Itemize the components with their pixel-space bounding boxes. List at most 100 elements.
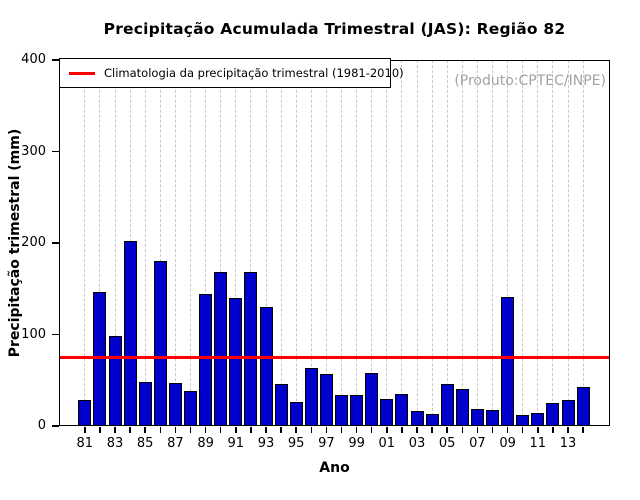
x-tick-94 [280,427,282,433]
gridline-91 [235,60,237,426]
gridline-07 [476,60,478,426]
bar-05 [440,383,454,426]
x-tick-91 [235,427,237,433]
x-tick-label-03: 03 [408,436,426,451]
gridline-93 [265,60,267,426]
x-tick-84 [129,427,131,433]
gridline-01 [386,60,388,426]
x-tick-86 [159,427,162,433]
bar-94 [274,383,288,426]
x-tick-00 [370,427,373,433]
gridline-95 [295,60,297,426]
x-tick-label-07: 07 [469,436,486,451]
gridline-96 [310,60,312,426]
bar-81 [78,400,92,426]
bar-98 [335,394,348,426]
x-tick-96 [310,427,313,433]
bar-85 [138,382,152,426]
x-tick-label-93: 93 [257,436,275,451]
bar-06 [455,388,469,426]
gridline-04 [431,60,433,426]
bar-96 [304,368,318,426]
bar-00 [365,372,379,426]
watermark-text: (Produto:CPTEC/INPE) [454,73,606,89]
x-tick-09 [506,427,509,433]
x-tick-04 [431,427,433,433]
gridline-89 [205,60,207,426]
y-tick-400 [52,59,59,61]
bar-92 [244,272,258,426]
bar-84 [123,241,137,426]
gridline-87 [174,60,176,426]
bar-99 [350,394,364,426]
gridline-05 [446,60,448,426]
bar-83 [108,336,122,426]
gridline-08 [492,60,493,426]
bar-11 [531,413,545,426]
y-tick-label-300: 300 [21,143,46,159]
bar-01 [380,398,394,426]
bar-07 [470,408,484,426]
x-tick-03 [416,427,418,433]
gridline-99 [356,60,358,426]
x-tick-99 [355,427,358,433]
x-tick-83 [114,427,116,433]
x-tick-95 [295,427,297,433]
legend-line-swatch [69,71,95,75]
x-tick-10 [521,427,524,433]
bar-02 [395,393,409,426]
y-tick-label-200: 200 [21,235,46,250]
x-tick-89 [204,427,207,433]
x-tick-92 [250,427,252,433]
gridline-92 [250,60,252,426]
x-tick-97 [325,427,328,433]
x-tick-81 [84,427,86,433]
climatology-line [59,355,610,359]
x-tick-label-05: 05 [438,436,456,451]
x-tick-05 [446,427,448,433]
bar-13 [561,400,575,426]
x-tick-14 [582,427,584,433]
x-tick-label-81: 81 [76,436,94,451]
x-tick-06 [461,427,464,433]
y-tick-label-100: 100 [21,326,46,342]
x-tick-label-01: 01 [378,436,396,451]
bar-14 [576,386,590,426]
gridline-85 [144,60,146,426]
x-tick-93 [265,427,267,433]
x-tick-label-95: 95 [287,436,305,451]
x-tick-label-97: 97 [318,436,335,451]
bar-93 [259,307,273,426]
y-tick-label-0: 0 [37,418,46,433]
x-tick-88 [189,427,192,433]
x-tick-label-89: 89 [197,436,214,451]
x-tick-label-83: 83 [106,436,124,451]
gridline-97 [325,60,327,426]
plot-area: (Produto:CPTEC/INPE) Climatologia da pre… [59,58,610,426]
y-tick-200 [52,242,59,244]
x-tick-11 [537,427,539,433]
x-tick-label-87: 87 [167,436,184,451]
x-tick-01 [386,427,388,433]
bar-03 [410,411,424,426]
x-tick-90 [219,427,222,433]
x-tick-12 [552,427,554,433]
bar-09 [501,297,515,426]
y-tick-label-400: 400 [21,52,46,67]
x-tick-label-85: 85 [136,436,154,451]
y-tick-100 [52,333,59,336]
gridline-02 [401,60,403,426]
bar-10 [516,415,530,426]
bar-88 [184,391,197,426]
gridline-10 [522,60,524,426]
legend-label: Climatologia da precipitação trimestral … [104,66,404,80]
gridline-86 [159,60,161,426]
gridline-83 [114,60,116,426]
gridline-13 [567,60,569,426]
x-tick-07 [476,427,479,433]
gridline-12 [552,60,554,426]
gridline-94 [280,60,282,426]
x-tick-label-99: 99 [348,436,365,451]
gridline-98 [341,60,342,426]
